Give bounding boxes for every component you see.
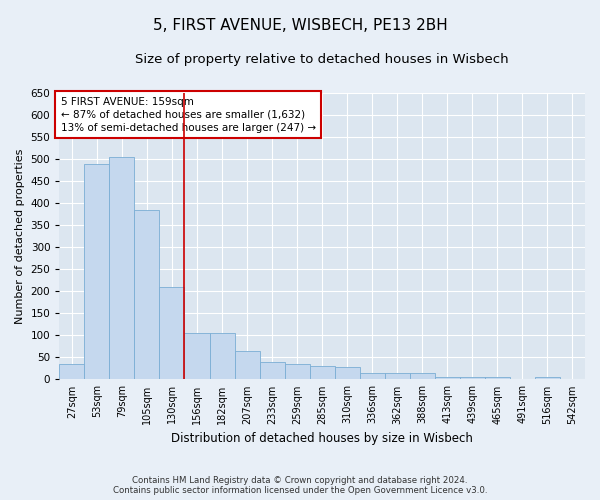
Bar: [385, 374, 410, 380]
Bar: [85, 164, 109, 380]
Y-axis label: Number of detached properties: Number of detached properties: [15, 148, 25, 324]
Text: 5, FIRST AVENUE, WISBECH, PE13 2BH: 5, FIRST AVENUE, WISBECH, PE13 2BH: [152, 18, 448, 32]
Bar: [59, 364, 85, 380]
Title: Size of property relative to detached houses in Wisbech: Size of property relative to detached ho…: [136, 52, 509, 66]
Bar: [560, 378, 585, 380]
Bar: [410, 374, 435, 380]
Bar: [510, 378, 535, 380]
Bar: [535, 377, 560, 380]
Bar: [360, 373, 385, 380]
Bar: [310, 366, 335, 380]
Text: Contains HM Land Registry data © Crown copyright and database right 2024.
Contai: Contains HM Land Registry data © Crown c…: [113, 476, 487, 495]
Text: 5 FIRST AVENUE: 159sqm
← 87% of detached houses are smaller (1,632)
13% of semi-: 5 FIRST AVENUE: 159sqm ← 87% of detached…: [61, 96, 316, 133]
Bar: [435, 377, 460, 380]
Bar: [184, 333, 209, 380]
Bar: [335, 367, 360, 380]
Bar: [460, 377, 485, 380]
Bar: [284, 364, 310, 380]
Bar: [160, 287, 184, 380]
Bar: [485, 377, 510, 380]
Bar: [260, 362, 284, 380]
Bar: [235, 351, 260, 380]
Bar: [109, 157, 134, 380]
X-axis label: Distribution of detached houses by size in Wisbech: Distribution of detached houses by size …: [171, 432, 473, 445]
Bar: [209, 333, 235, 380]
Bar: [134, 210, 160, 380]
